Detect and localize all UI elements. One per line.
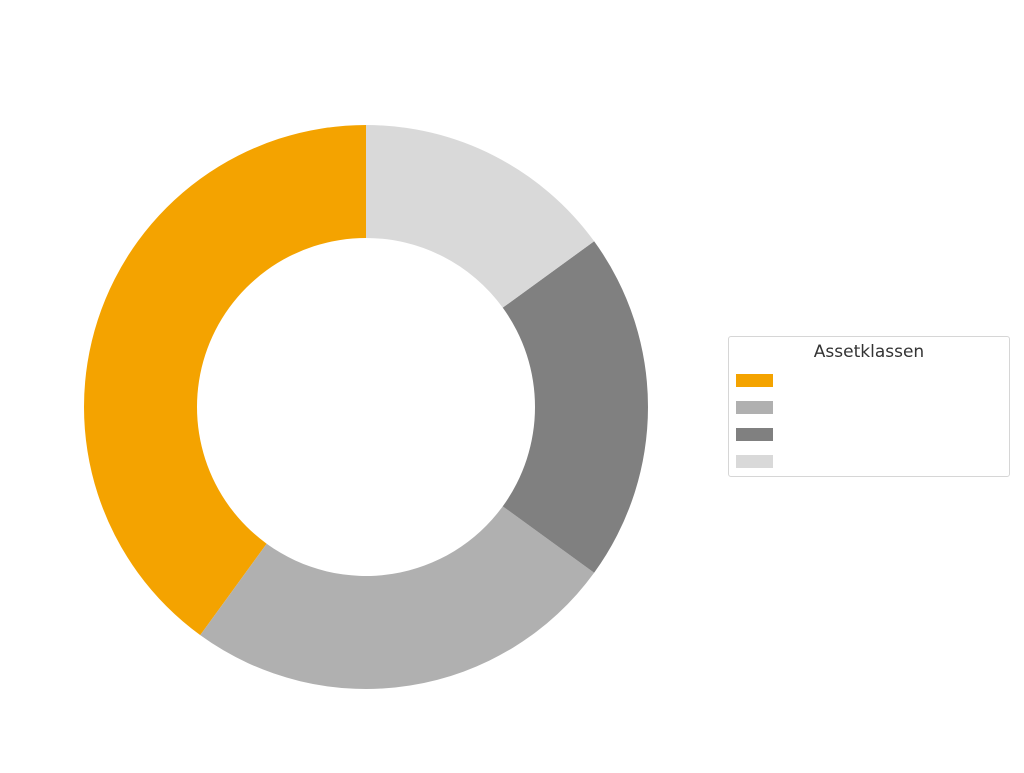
- chart-legend: Assetklassen: [728, 336, 1010, 477]
- donut-slice-1: [83, 125, 366, 636]
- legend-title: Assetklassen: [813, 342, 925, 362]
- legend-swatch: [736, 373, 773, 387]
- legend-item: [736, 373, 783, 387]
- donut-slice-2: [200, 506, 595, 689]
- donut-slice-4: [366, 124, 595, 308]
- legend-swatch: [736, 454, 773, 468]
- legend-item: [736, 454, 783, 468]
- legend-item: [736, 427, 783, 441]
- legend-item: [736, 400, 783, 414]
- legend-swatch: [736, 400, 773, 414]
- donut-slice-3: [502, 241, 649, 573]
- legend-swatch: [736, 427, 773, 441]
